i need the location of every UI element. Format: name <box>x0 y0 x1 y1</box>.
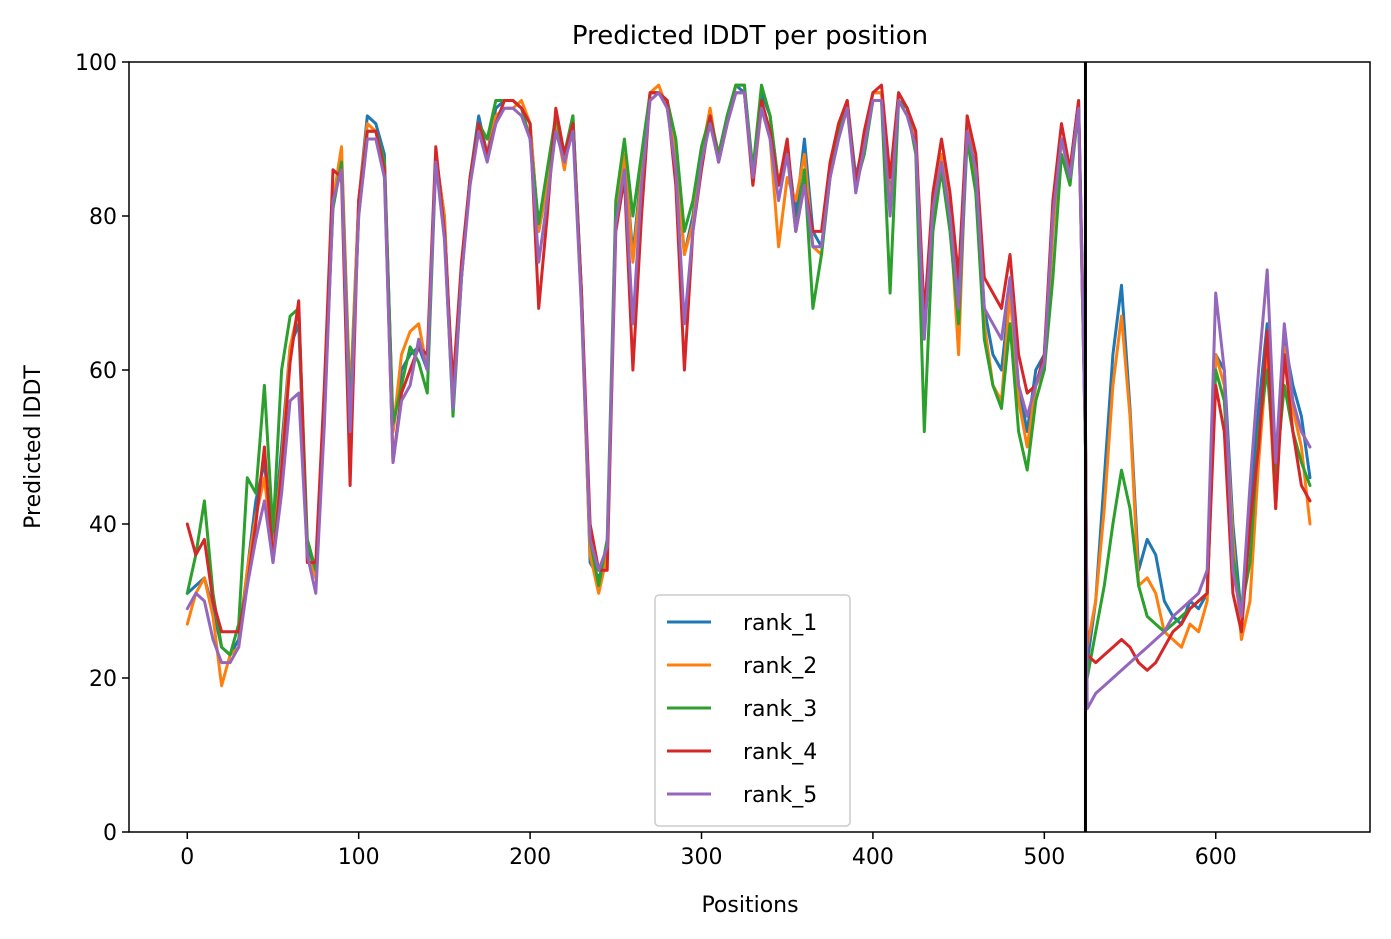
series-line-rank-4 <box>185 83 1312 672</box>
x-tick-label: 300 <box>681 845 723 870</box>
legend-label-rank-4: rank_4 <box>743 740 817 765</box>
y-tick-label: 60 <box>89 359 117 384</box>
x-tick-label: 600 <box>1195 845 1237 870</box>
legend-label-rank-1: rank_1 <box>743 611 817 636</box>
y-axis-title: Predicted lDDT <box>21 365 46 529</box>
series-line-rank-5 <box>185 91 1312 711</box>
legend-label-rank-2: rank_2 <box>743 654 817 679</box>
y-tick-label: 0 <box>103 821 117 846</box>
y-tick-label: 100 <box>75 51 117 76</box>
x-axis-title: Positions <box>701 893 798 918</box>
y-tick-label: 40 <box>89 513 117 538</box>
x-tick-label: 100 <box>338 845 380 870</box>
chart-title: Predicted lDDT per position <box>572 21 928 51</box>
plot-lines <box>185 83 1312 711</box>
plot-frame <box>128 61 1371 833</box>
legend-box <box>654 594 851 827</box>
y-tick-label: 80 <box>89 205 117 230</box>
x-axis: 0 100 200 300 400 500 600 <box>180 832 1237 870</box>
x-tick-label: 500 <box>1023 845 1065 870</box>
y-axis: 0 20 40 60 80 100 <box>75 51 129 846</box>
legend-label-rank-5: rank_5 <box>743 783 817 808</box>
legend: rank_1 rank_2 rank_3 rank_4 rank_5 <box>654 594 851 827</box>
x-tick-label: 200 <box>509 845 551 870</box>
legend-label-rank-3: rank_3 <box>743 697 817 722</box>
y-tick-label: 20 <box>89 667 117 692</box>
x-tick-label: 0 <box>180 845 194 870</box>
x-tick-label: 400 <box>852 845 894 870</box>
